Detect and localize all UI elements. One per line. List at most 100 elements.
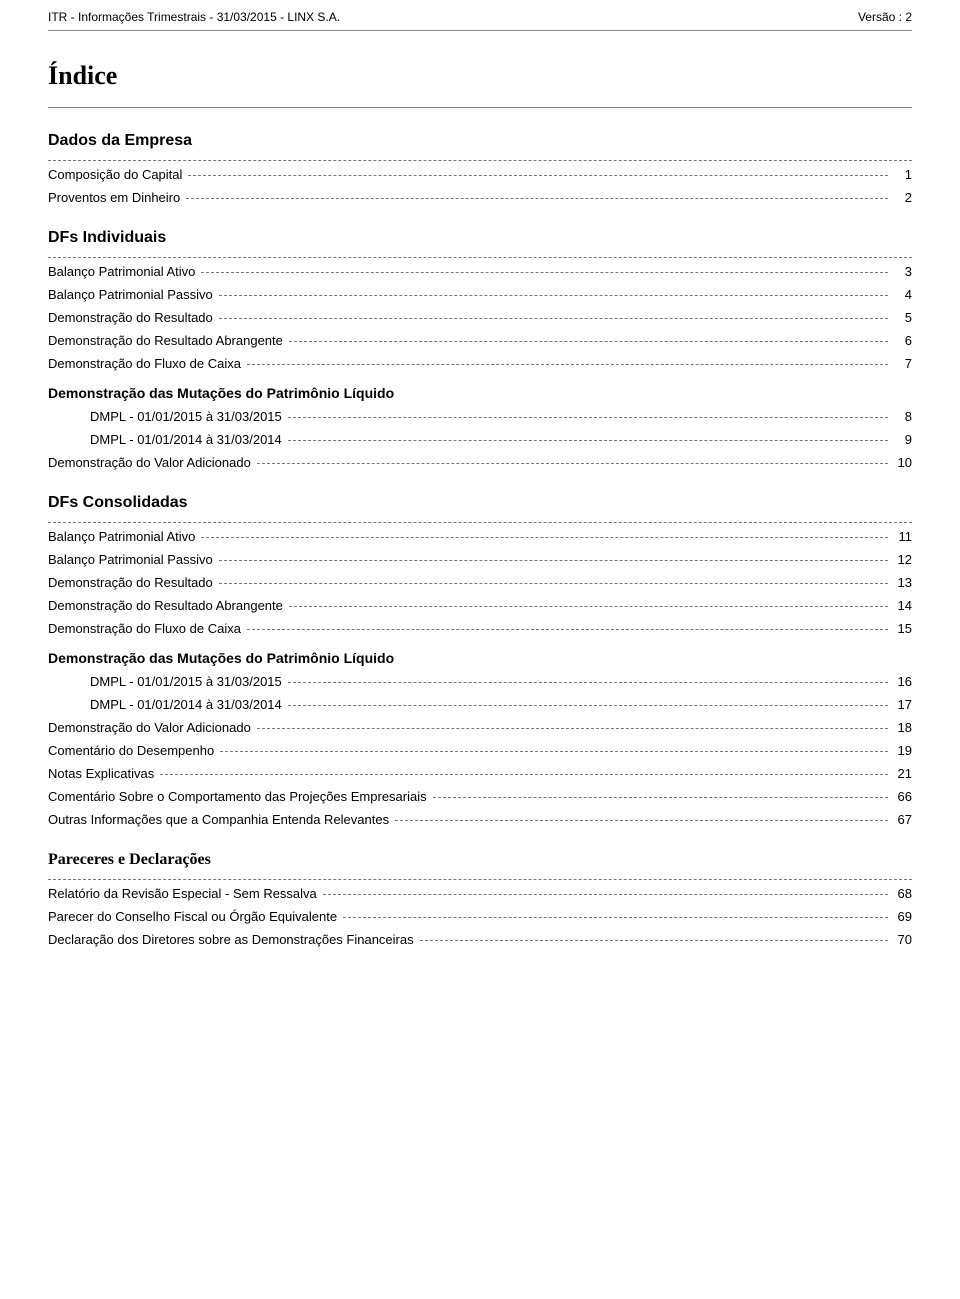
- toc-row-label: Demonstração do Resultado: [48, 575, 217, 590]
- toc-row-leader: [343, 917, 888, 918]
- toc-section-heading: DFs Consolidadas: [48, 494, 912, 512]
- toc-row-page: 11: [890, 529, 912, 544]
- toc-row-leader: [288, 417, 888, 418]
- toc-row-leader: [247, 629, 888, 630]
- toc-row-label: Parecer do Conselho Fiscal ou Órgão Equi…: [48, 909, 341, 924]
- toc-row-leader: [247, 364, 888, 365]
- toc-row-label: DMPL - 01/01/2014 à 31/03/2014: [90, 697, 286, 712]
- toc-row[interactable]: DMPL - 01/01/2015 à 31/03/20158: [48, 409, 912, 424]
- toc-row-leader: [220, 751, 888, 752]
- toc-row[interactable]: DMPL - 01/01/2014 à 31/03/2014 17: [48, 697, 912, 712]
- toc-row-label: Demonstração do Resultado Abrangente: [48, 598, 287, 613]
- page-title: Índice: [48, 61, 912, 91]
- toc-row-page: 16: [890, 674, 912, 689]
- toc-row[interactable]: Balanço Patrimonial Passivo 4: [48, 287, 912, 302]
- toc-row-leader: [188, 175, 888, 176]
- toc-row-label: Declaração dos Diretores sobre as Demons…: [48, 932, 418, 947]
- toc-row-label: Comentário Sobre o Comportamento das Pro…: [48, 789, 431, 804]
- toc-row[interactable]: Proventos em Dinheiro 2: [48, 190, 912, 205]
- toc-row[interactable]: Demonstração do Resultado Abrangente 6: [48, 333, 912, 348]
- toc-row-label: Demonstração do Resultado Abrangente: [48, 333, 287, 348]
- toc-row[interactable]: Demonstração do Valor Adicionado10: [48, 455, 912, 470]
- toc-row-page: 66: [890, 789, 912, 804]
- toc-row-leader: [201, 537, 888, 538]
- toc-row-page: 19: [890, 743, 912, 758]
- toc-row-leader: [160, 774, 888, 775]
- toc-row-page: 6: [890, 333, 912, 348]
- toc-row[interactable]: Notas Explicativas21: [48, 766, 912, 781]
- toc-row-page: 7: [890, 356, 912, 371]
- toc-row-leader: [323, 894, 888, 895]
- toc-row-leader: [288, 705, 888, 706]
- toc-row-label: Comentário do Desempenho: [48, 743, 218, 758]
- toc-row[interactable]: Demonstração do Valor Adicionado 18: [48, 720, 912, 735]
- toc-section-heading: Demonstração das Mutações do Patrimônio …: [48, 385, 912, 401]
- toc-row[interactable]: Relatório da Revisão Especial - Sem Ress…: [48, 886, 912, 901]
- toc-row[interactable]: Demonstração do Fluxo de Caixa 7: [48, 356, 912, 371]
- toc-row-label: Proventos em Dinheiro: [48, 190, 184, 205]
- toc-row-label: Demonstração do Fluxo de Caixa: [48, 356, 245, 371]
- toc-row[interactable]: Parecer do Conselho Fiscal ou Órgão Equi…: [48, 909, 912, 924]
- toc-row-page: 68: [890, 886, 912, 901]
- toc-row-page: 15: [890, 621, 912, 636]
- toc-row-label: DMPL - 01/01/2015 à 31/03/2015: [90, 674, 286, 689]
- toc-row-page: 2: [890, 190, 912, 205]
- toc-row-page: 1: [890, 167, 912, 182]
- header-left-text: ITR - Informações Trimestrais - 31/03/20…: [48, 10, 340, 24]
- toc-row[interactable]: Comentário do Desempenho 19: [48, 743, 912, 758]
- toc-row-leader: [186, 198, 888, 199]
- toc-row-leader: [257, 463, 888, 464]
- toc-row[interactable]: Balanço Patrimonial Ativo 3: [48, 264, 912, 279]
- toc-row-label: Demonstração do Valor Adicionado: [48, 455, 255, 470]
- toc-section-heading: Dados da Empresa: [48, 132, 912, 150]
- page-header: ITR - Informações Trimestrais - 31/03/20…: [48, 10, 912, 24]
- toc-row-label: Demonstração do Resultado: [48, 310, 217, 325]
- toc-row[interactable]: Comentário Sobre o Comportamento das Pro…: [48, 789, 912, 804]
- header-right-text: Versão : 2: [858, 10, 912, 24]
- toc-row-label: Outras Informações que a Companhia Enten…: [48, 812, 393, 827]
- toc-row-page: 9: [890, 432, 912, 447]
- toc-row-label: Balanço Patrimonial Passivo: [48, 287, 217, 302]
- toc-row-leader: [219, 560, 888, 561]
- toc-row[interactable]: DMPL - 01/01/2014 à 31/03/20149: [48, 432, 912, 447]
- title-rule: [48, 107, 912, 108]
- toc-row-page: 12: [890, 552, 912, 567]
- toc-row[interactable]: Declaração dos Diretores sobre as Demons…: [48, 932, 912, 947]
- toc-row-page: 14: [890, 598, 912, 613]
- toc-row-leader: [257, 728, 888, 729]
- toc-row-page: 67: [890, 812, 912, 827]
- toc-row-label: Balanço Patrimonial Ativo: [48, 529, 199, 544]
- toc-row[interactable]: Demonstração do Resultado Abrangente 14: [48, 598, 912, 613]
- heading-dash-rule: [48, 879, 912, 880]
- document-page: ITR - Informações Trimestrais - 31/03/20…: [0, 0, 960, 975]
- toc-row-page: 8: [890, 409, 912, 424]
- toc-section-heading: DFs Individuais: [48, 229, 912, 247]
- toc-row-label: Balanço Patrimonial Ativo: [48, 264, 199, 279]
- toc-row[interactable]: Composição do Capital1: [48, 167, 912, 182]
- toc-row-label: Notas Explicativas: [48, 766, 158, 781]
- toc-row[interactable]: Demonstração do Resultado 13: [48, 575, 912, 590]
- toc-row-page: 18: [890, 720, 912, 735]
- toc-row-label: Demonstração do Fluxo de Caixa: [48, 621, 245, 636]
- toc-row[interactable]: Demonstração do Fluxo de Caixa 15: [48, 621, 912, 636]
- header-rule: [48, 30, 912, 31]
- toc-row[interactable]: Demonstração do Resultado 5: [48, 310, 912, 325]
- toc-row[interactable]: Balanço Patrimonial Ativo 11: [48, 529, 912, 544]
- toc-row[interactable]: Balanço Patrimonial Passivo12: [48, 552, 912, 567]
- toc-row-page: 4: [890, 287, 912, 302]
- toc-row-page: 13: [890, 575, 912, 590]
- toc-row-page: 3: [890, 264, 912, 279]
- toc-row-page: 17: [890, 697, 912, 712]
- toc-row-leader: [420, 940, 888, 941]
- toc-row[interactable]: Outras Informações que a Companhia Enten…: [48, 812, 912, 827]
- toc-section-heading: Demonstração das Mutações do Patrimônio …: [48, 650, 912, 666]
- toc-row-page: 5: [890, 310, 912, 325]
- toc-row-leader: [289, 606, 888, 607]
- toc-row-leader: [433, 797, 888, 798]
- toc-row-leader: [201, 272, 888, 273]
- toc-row[interactable]: DMPL - 01/01/2015 à 31/03/2015 16: [48, 674, 912, 689]
- toc-row-leader: [289, 341, 888, 342]
- toc-row-label: Demonstração do Valor Adicionado: [48, 720, 255, 735]
- toc-section-heading: Pareceres e Declarações: [48, 851, 912, 869]
- toc-row-leader: [395, 820, 888, 821]
